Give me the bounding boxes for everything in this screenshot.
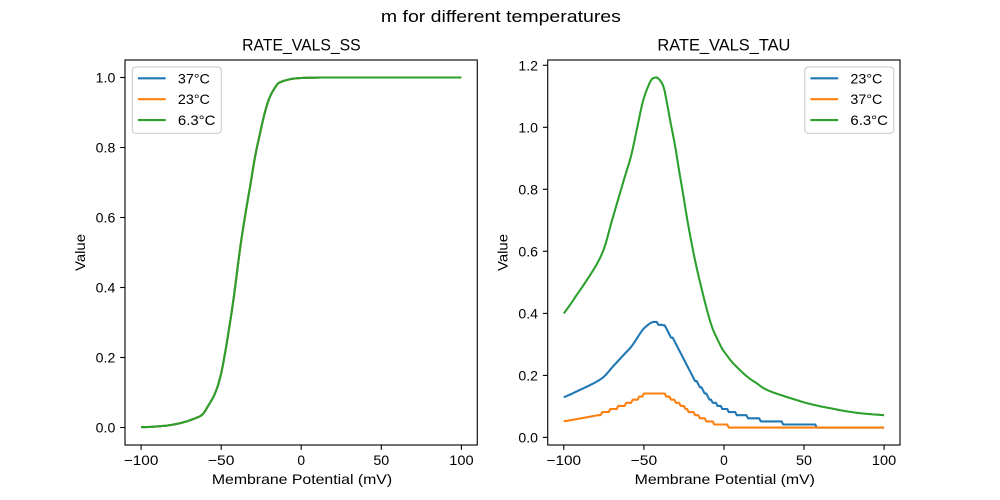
svg-text:0.2: 0.2 [96, 350, 116, 366]
svg-text:23°C: 23°C [178, 91, 210, 107]
svg-text:0.8: 0.8 [518, 181, 538, 197]
svg-text:Membrane Potential (mV): Membrane Potential (mV) [212, 471, 392, 487]
svg-text:37°C: 37°C [178, 70, 210, 86]
svg-text:0.0: 0.0 [96, 420, 116, 436]
svg-text:50: 50 [796, 452, 812, 468]
svg-text:0.0: 0.0 [518, 429, 538, 445]
svg-text:100: 100 [449, 452, 474, 468]
svg-text:50: 50 [373, 452, 389, 468]
svg-text:0: 0 [720, 452, 728, 468]
svg-text:m for different temperatures: m for different temperatures [381, 7, 621, 26]
svg-text:0.6: 0.6 [518, 243, 538, 259]
svg-text:Value: Value [494, 234, 510, 271]
svg-text:RATE_VALS_TAU: RATE_VALS_TAU [657, 36, 790, 55]
svg-text:0.6: 0.6 [96, 210, 116, 226]
svg-text:6.3°C: 6.3°C [850, 112, 888, 128]
svg-text:RATE_VALS_SS: RATE_VALS_SS [242, 36, 361, 55]
svg-text:0: 0 [297, 452, 305, 468]
svg-text:−50: −50 [631, 452, 658, 468]
svg-text:0.4: 0.4 [96, 280, 116, 296]
svg-text:0.4: 0.4 [518, 305, 538, 321]
svg-text:0.2: 0.2 [518, 367, 538, 383]
svg-text:37°C: 37°C [850, 91, 882, 107]
svg-text:23°C: 23°C [850, 70, 882, 86]
svg-text:0.8: 0.8 [96, 140, 116, 156]
svg-text:1.0: 1.0 [518, 119, 538, 135]
svg-text:−100: −100 [547, 452, 582, 468]
svg-text:1.2: 1.2 [518, 57, 538, 73]
svg-text:6.3°C: 6.3°C [178, 112, 216, 128]
svg-text:−50: −50 [208, 452, 235, 468]
svg-text:Membrane Potential (mV): Membrane Potential (mV) [635, 471, 815, 487]
svg-text:100: 100 [872, 452, 897, 468]
svg-text:Value: Value [72, 234, 88, 271]
svg-text:1.0: 1.0 [96, 70, 116, 86]
svg-text:−100: −100 [124, 452, 159, 468]
